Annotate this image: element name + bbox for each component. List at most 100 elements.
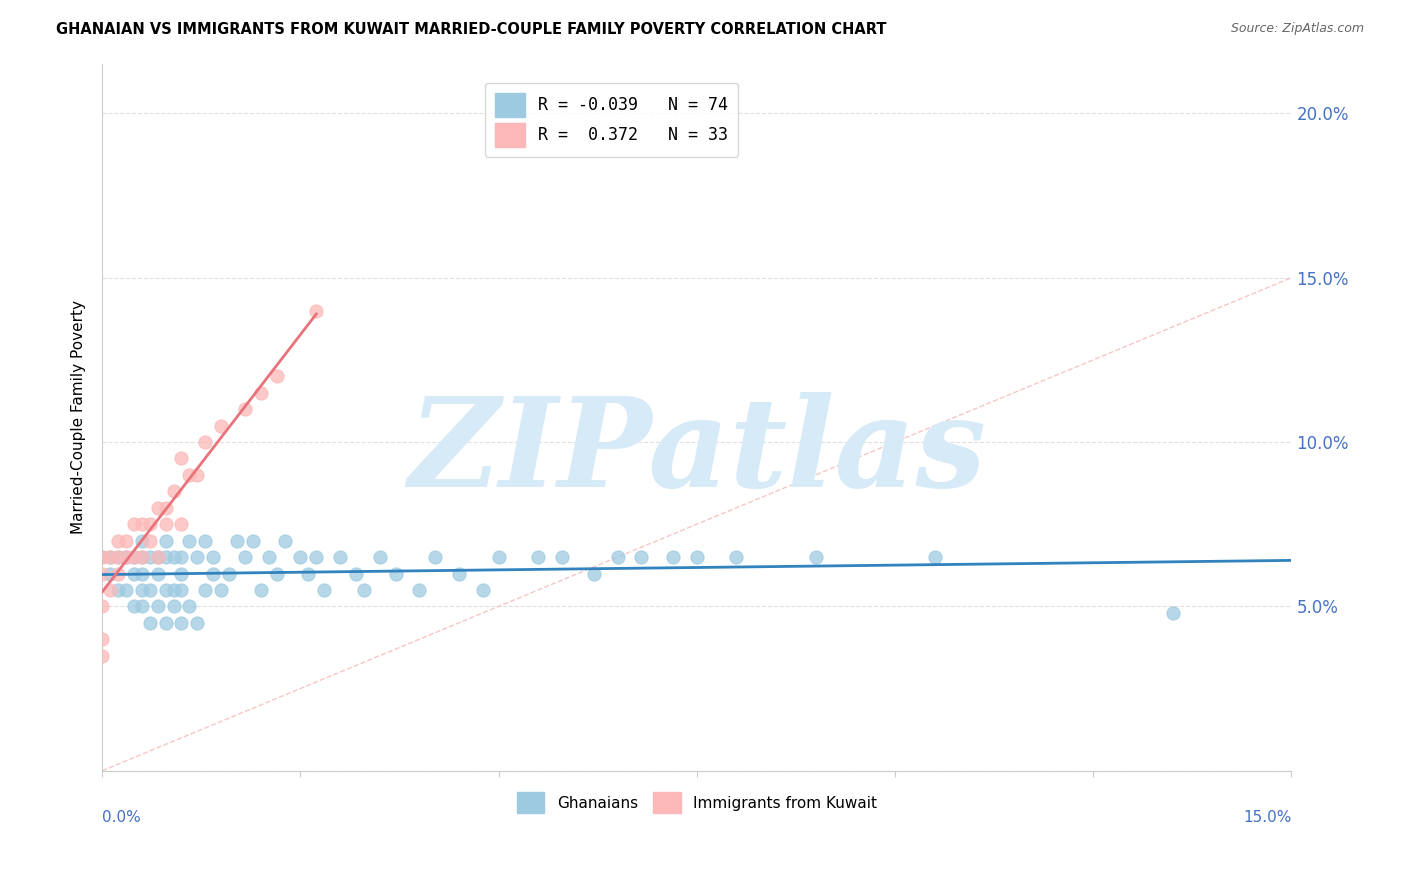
Text: GHANAIAN VS IMMIGRANTS FROM KUWAIT MARRIED-COUPLE FAMILY POVERTY CORRELATION CHA: GHANAIAN VS IMMIGRANTS FROM KUWAIT MARRI…: [56, 22, 887, 37]
Point: [91, 599, 114, 614]
Point: [170, 451, 193, 466]
Point: [170, 582, 193, 597]
Point: [98, 550, 121, 565]
Point: [582, 566, 605, 581]
Point: [98, 550, 121, 565]
Point: [131, 550, 153, 565]
Point: [131, 550, 153, 565]
Point: [179, 533, 201, 548]
Point: [209, 418, 232, 433]
Point: [131, 517, 153, 532]
Point: [305, 550, 328, 565]
Point: [630, 550, 652, 565]
Point: [804, 550, 827, 565]
Point: [209, 582, 232, 597]
Point: [146, 566, 169, 581]
Point: [146, 500, 169, 515]
Point: [115, 550, 138, 565]
Point: [368, 550, 391, 565]
Point: [146, 599, 169, 614]
Point: [122, 566, 145, 581]
Point: [179, 599, 201, 614]
Point: [290, 550, 312, 565]
Point: [686, 550, 709, 565]
Point: [139, 615, 162, 630]
Point: [471, 582, 494, 597]
Point: [139, 517, 162, 532]
Point: [131, 599, 153, 614]
Point: [551, 550, 574, 565]
Text: Source: ZipAtlas.com: Source: ZipAtlas.com: [1230, 22, 1364, 36]
Point: [139, 533, 162, 548]
Point: [162, 582, 184, 597]
Point: [527, 550, 550, 565]
Point: [218, 566, 240, 581]
Point: [297, 566, 319, 581]
Point: [155, 582, 177, 597]
Point: [115, 582, 138, 597]
Point: [170, 566, 193, 581]
Point: [447, 566, 470, 581]
Point: [249, 582, 271, 597]
Point: [155, 533, 177, 548]
Point: [146, 550, 169, 565]
Point: [170, 550, 193, 565]
Point: [488, 550, 510, 565]
Point: [266, 369, 288, 384]
Point: [91, 566, 114, 581]
Point: [131, 582, 153, 597]
Point: [107, 566, 129, 581]
Point: [131, 566, 153, 581]
Point: [202, 550, 225, 565]
Point: [725, 550, 748, 565]
Point: [170, 517, 193, 532]
Point: [194, 533, 217, 548]
Point: [146, 550, 169, 565]
Point: [122, 599, 145, 614]
Point: [384, 566, 406, 581]
Point: [202, 566, 225, 581]
Text: ZIPatlas: ZIPatlas: [408, 392, 986, 514]
Point: [194, 582, 217, 597]
Point: [344, 566, 367, 581]
Point: [924, 550, 946, 565]
Text: 0.0%: 0.0%: [103, 810, 141, 824]
Point: [1161, 606, 1184, 620]
Point: [91, 550, 114, 565]
Point: [155, 550, 177, 565]
Point: [139, 550, 162, 565]
Point: [233, 550, 256, 565]
Point: [131, 533, 153, 548]
Point: [162, 484, 184, 499]
Point: [186, 467, 208, 482]
Point: [155, 615, 177, 630]
Point: [115, 550, 138, 565]
Legend: Ghanaians, Immigrants from Kuwait: Ghanaians, Immigrants from Kuwait: [510, 786, 883, 820]
Point: [194, 435, 217, 450]
Point: [186, 550, 208, 565]
Point: [353, 582, 375, 597]
Text: 15.0%: 15.0%: [1243, 810, 1292, 824]
Point: [155, 500, 177, 515]
Point: [249, 385, 271, 400]
Point: [242, 533, 264, 548]
Point: [122, 550, 145, 565]
Point: [257, 550, 280, 565]
Point: [162, 550, 184, 565]
Point: [170, 615, 193, 630]
Point: [408, 582, 430, 597]
Point: [226, 533, 249, 548]
Point: [425, 550, 447, 565]
Point: [98, 566, 121, 581]
Point: [107, 550, 129, 565]
Point: [266, 566, 288, 581]
Point: [115, 533, 138, 548]
Point: [179, 467, 201, 482]
Point: [139, 582, 162, 597]
Point: [273, 533, 295, 548]
Point: [155, 517, 177, 532]
Point: [107, 533, 129, 548]
Point: [662, 550, 685, 565]
Point: [305, 303, 328, 318]
Point: [107, 582, 129, 597]
